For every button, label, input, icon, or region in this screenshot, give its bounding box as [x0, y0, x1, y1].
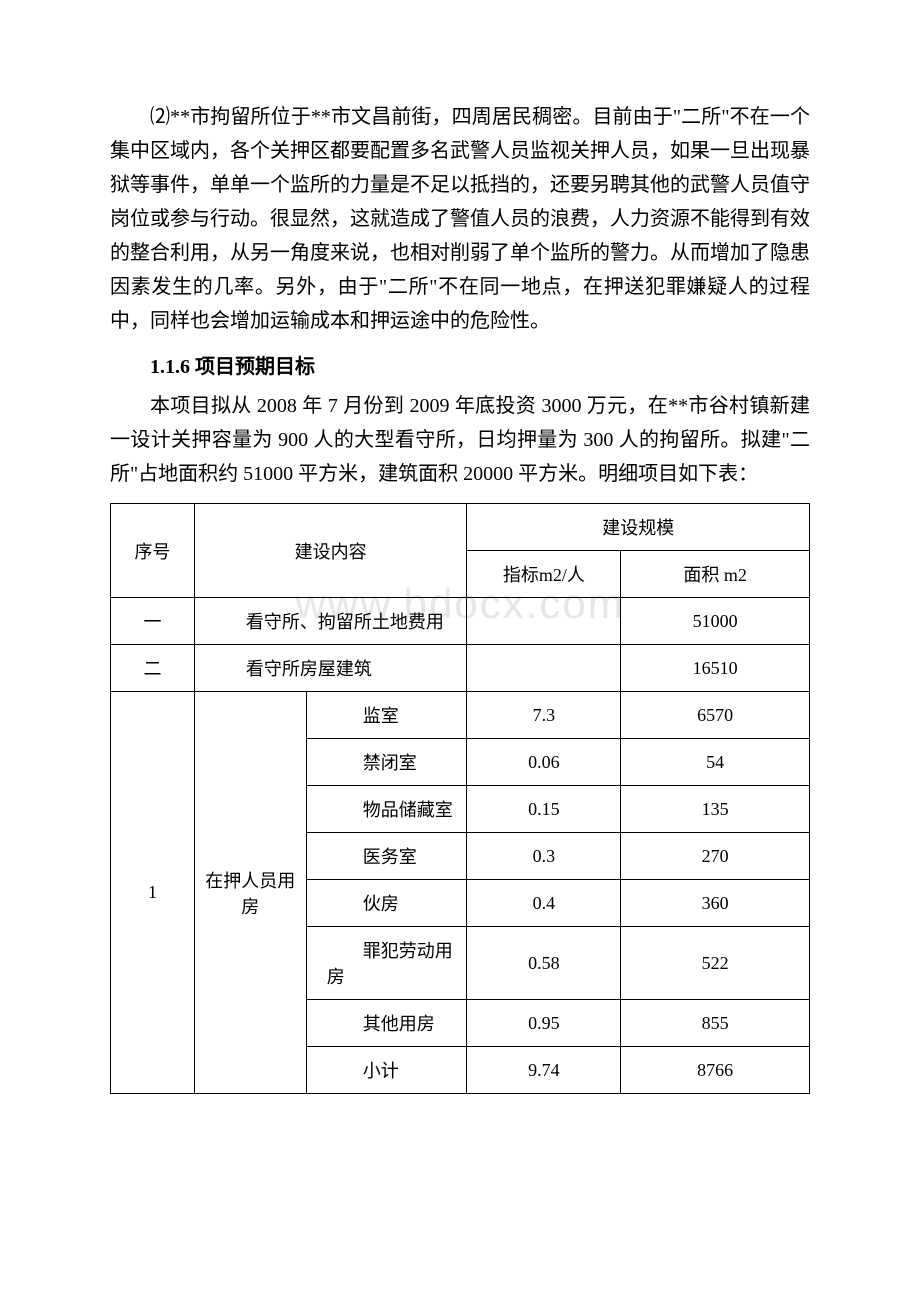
col-header-serial: 序号	[111, 504, 195, 598]
cell-area: 270	[621, 833, 810, 880]
col-header-scale: 建设规模	[467, 504, 810, 551]
cell-item-name: 其他用房	[306, 1000, 467, 1047]
table-row: 1 在押人员用房 监室 7.3 6570	[111, 692, 810, 739]
cell-indicator: 0.06	[467, 739, 621, 786]
paragraph-2: 本项目拟从 2008 年 7 月份到 2009 年底投资 3000 万元，在**…	[110, 389, 810, 491]
cell-indicator: 7.3	[467, 692, 621, 739]
cell-item-name: 小计	[306, 1047, 467, 1094]
table-row: 二 看守所房屋建筑 16510	[111, 645, 810, 692]
cell-content: 看守所、拘留所土地费用	[194, 598, 467, 645]
cell-area: 360	[621, 880, 810, 927]
cell-group-num: 1	[111, 692, 195, 1094]
construction-table: 序号 建设内容 建设规模 指标m2/人 面积 m2 一 看守所、拘留所土地费用 …	[110, 503, 810, 1094]
cell-indicator: 9.74	[467, 1047, 621, 1094]
cell-area: 135	[621, 786, 810, 833]
cell-indicator: 0.95	[467, 1000, 621, 1047]
cell-area: 54	[621, 739, 810, 786]
cell-item-name: 物品储藏室	[306, 786, 467, 833]
cell-content: 看守所房屋建筑	[194, 645, 467, 692]
cell-area: 6570	[621, 692, 810, 739]
cell-area: 51000	[621, 598, 810, 645]
cell-area: 522	[621, 927, 810, 1000]
cell-num: 二	[111, 645, 195, 692]
col-header-area: 面积 m2	[621, 551, 810, 598]
col-header-content: 建设内容	[194, 504, 467, 598]
cell-item-name: 伙房	[306, 880, 467, 927]
cell-area: 855	[621, 1000, 810, 1047]
document-content: ⑵**市拘留所位于**市文昌前街，四周居民稠密。目前由于"二所"不在一个集中区域…	[110, 100, 810, 1094]
table: 序号 建设内容 建设规模 指标m2/人 面积 m2 一 看守所、拘留所土地费用 …	[110, 503, 810, 1094]
paragraph-1: ⑵**市拘留所位于**市文昌前街，四周居民稠密。目前由于"二所"不在一个集中区域…	[110, 100, 810, 338]
cell-indicator: 0.58	[467, 927, 621, 1000]
table-row: 一 看守所、拘留所土地费用 51000	[111, 598, 810, 645]
cell-indicator: 0.15	[467, 786, 621, 833]
cell-indicator	[467, 598, 621, 645]
cell-group-category: 在押人员用房	[194, 692, 306, 1094]
cell-area: 8766	[621, 1047, 810, 1094]
cell-num: 一	[111, 598, 195, 645]
cell-indicator	[467, 645, 621, 692]
cell-item-name: 罪犯劳动用房	[306, 927, 467, 1000]
section-heading: 1.1.6 项目预期目标	[110, 350, 810, 379]
table-header-row-1: 序号 建设内容 建设规模	[111, 504, 810, 551]
cell-indicator: 0.4	[467, 880, 621, 927]
cell-item-name: 监室	[306, 692, 467, 739]
cell-item-name: 医务室	[306, 833, 467, 880]
cell-item-name: 禁闭室	[306, 739, 467, 786]
cell-indicator: 0.3	[467, 833, 621, 880]
cell-area: 16510	[621, 645, 810, 692]
col-header-indicator: 指标m2/人	[467, 551, 621, 598]
